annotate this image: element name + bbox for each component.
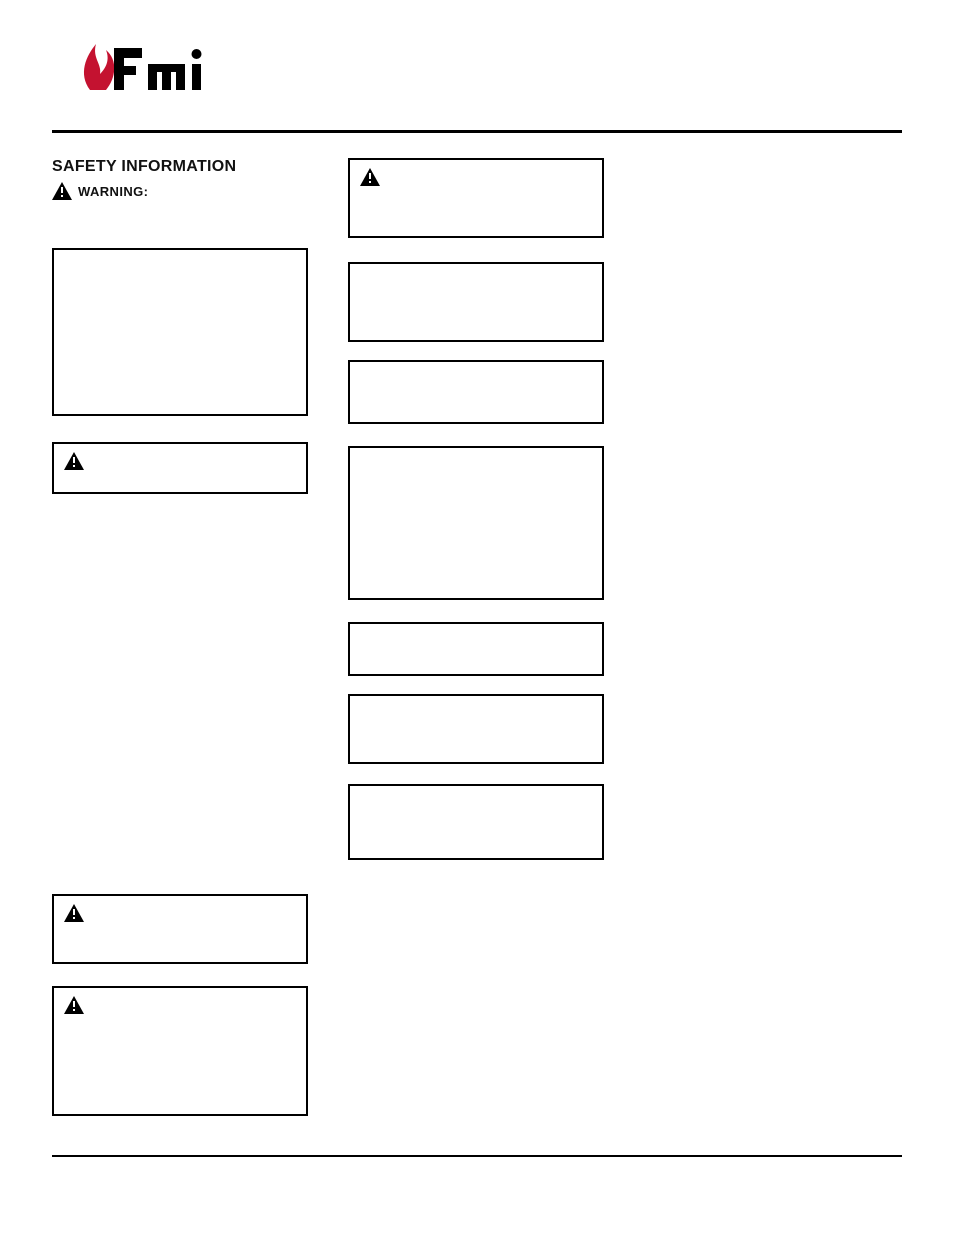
caution2-label: CAUTION:: [90, 906, 157, 921]
caution3-label-row: CAUTION:: [64, 996, 296, 1014]
warning-icon: [64, 904, 84, 922]
warning-label: WARNING:: [78, 184, 148, 199]
warning-icon: [64, 996, 84, 1014]
caution1-label-row: CAUTION:: [64, 452, 296, 470]
caution-box-2: CAUTION:: [52, 894, 308, 964]
page-number: 2: [52, 1172, 59, 1187]
col1-body: Due to high temperatures the appliance s…: [52, 510, 308, 870]
col2-note-2: This heater is intended only for residen…: [348, 360, 604, 424]
top-divider: [52, 130, 902, 133]
section-heading: SAFETY INFORMATION: [52, 158, 308, 176]
bottom-divider: [52, 1155, 902, 1157]
warning-icon: [360, 168, 380, 186]
col3-body: This heater is designed to be smokeless.…: [644, 158, 900, 1118]
col2-note4-text: Do not use this heater to heat water, co…: [360, 632, 592, 667]
caution3-label: CAUTION:: [90, 998, 157, 1013]
col2-note3-text: 1. This appliance is only for use with t…: [360, 456, 592, 649]
col2-note-6: If heater shuts off, wait at least 5 min…: [348, 784, 604, 860]
col2-note-5: Heater base, screen and glass become ver…: [348, 694, 604, 764]
warning-label-row: WARNING:: [52, 182, 308, 200]
col2-note-1: This heater is intended for use as suppl…: [348, 262, 604, 342]
footer-doc-id: www.fmiproducts.com: [787, 1175, 902, 1187]
col2-note-4: Do not use this heater to heat water, co…: [348, 622, 604, 676]
col1-body-text: Due to high temperatures the appliance s…: [52, 510, 308, 870]
warning-icon: [64, 452, 84, 470]
col2-caution1-label: CAUTION:: [386, 170, 453, 185]
warning-box-1-text: Improper installation, adjustment, alter…: [64, 258, 296, 381]
warning-icon: [52, 182, 72, 200]
col2-caution1-row: CAUTION:: [360, 168, 592, 186]
caution1-label: CAUTION:: [90, 454, 157, 469]
caution2-label-row: CAUTION:: [64, 904, 296, 922]
col3-body-text: This heater is designed to be smokeless.…: [644, 158, 900, 913]
caution-box-1: CAUTION:: [52, 442, 308, 494]
caution-box-3: CAUTION:: [52, 986, 308, 1116]
col2-note-3: 1. This appliance is only for use with t…: [348, 446, 604, 600]
col2-note6-text: If heater shuts off, wait at least 5 min…: [360, 794, 592, 864]
brand-logo: [76, 30, 236, 98]
col2-caution-1: CAUTION:: [348, 158, 604, 238]
warning-box-1: Improper installation, adjustment, alter…: [52, 248, 308, 416]
